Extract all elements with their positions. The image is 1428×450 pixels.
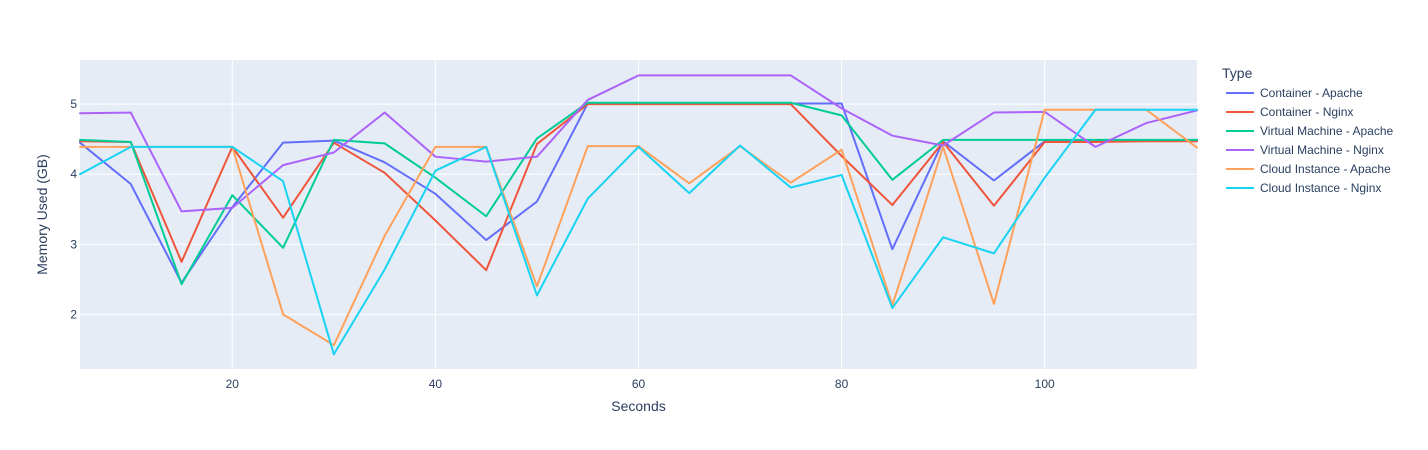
series-line-container-nginx [79,103,1198,272]
legend-label: Cloud Instance - Nginx [1260,181,1381,195]
x-tick-label: 20 [226,377,240,391]
y-tick-label: 5 [70,97,77,111]
legend-label: Virtual Machine - Apache [1260,124,1394,138]
legend-item-container-apache[interactable]: Container - Apache [1226,86,1363,100]
y-tick-label: 4 [70,167,77,181]
series-line-virtual-machine-nginx [79,74,1198,213]
legend-item-cloud-instance-apache[interactable]: Cloud Instance - Apache [1226,162,1391,176]
legend-title: Type [1222,65,1253,81]
y-tick-label: 3 [70,237,77,251]
gridlines [80,60,1197,369]
series-line-cloud-instance-nginx [79,108,1198,356]
x-tick-label: 60 [632,377,646,391]
legend-label: Virtual Machine - Nginx [1260,143,1384,157]
series-layer [79,74,1198,356]
legend-label: Container - Nginx [1260,105,1353,119]
x-axis-ticks: 20 40 60 80 100 [226,377,1055,391]
x-tick-label: 40 [429,377,443,391]
legend-label: Cloud Instance - Apache [1260,162,1391,176]
legend-item-cloud-instance-nginx[interactable]: Cloud Instance - Nginx [1226,181,1381,195]
legend: Type Container - Apache Container - Nginx… [1222,65,1394,195]
y-tick-label: 2 [70,307,77,321]
x-tick-label: 80 [835,377,849,391]
x-axis-title: Seconds [611,398,665,414]
legend-item-virtual-machine-nginx[interactable]: Virtual Machine - Nginx [1226,143,1384,157]
legend-item-container-nginx[interactable]: Container - Nginx [1226,105,1353,119]
x-tick-label: 100 [1035,377,1055,391]
y-axis-ticks: 2 3 4 5 [70,97,77,321]
series-line-virtual-machine-apache [79,101,1198,286]
legend-item-virtual-machine-apache[interactable]: Virtual Machine - Apache [1226,124,1394,138]
y-axis-title: Memory Used (GB) [34,154,50,275]
legend-label: Container - Apache [1260,86,1363,100]
